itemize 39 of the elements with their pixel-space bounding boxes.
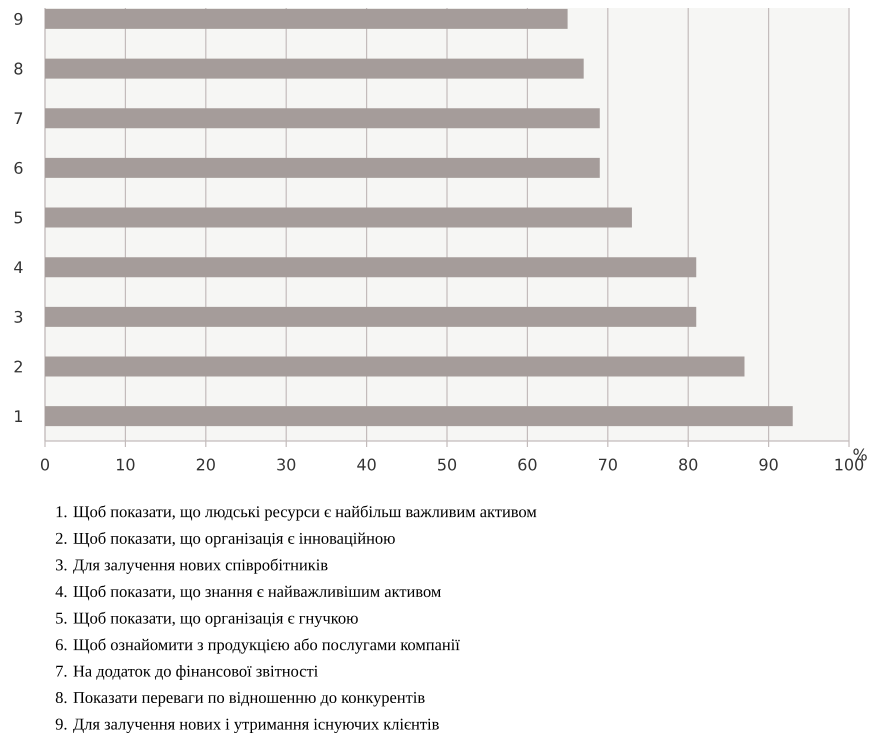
bar: [45, 108, 600, 128]
x-axis-title: %: [853, 448, 867, 461]
x-tick-label: 70: [598, 458, 617, 471]
y-tick-label: 3: [14, 310, 22, 323]
x-tick-label: 10: [117, 458, 134, 471]
x-tick-label: 90: [759, 458, 778, 471]
text: 4. Щоб показати, що знання є найважливішим активом: [56, 585, 441, 600]
y-tick-label: 4: [14, 261, 23, 274]
x-tick-label: 60: [518, 458, 536, 471]
y-tick-label: 9: [14, 12, 22, 25]
text: 6. Щоб ознайомити з продукцією або послугами компанії: [56, 638, 460, 654]
y-tick-label: 1: [15, 410, 22, 422]
bar: [45, 306, 696, 327]
text: 3. Для залучення нових співробітників: [56, 558, 328, 574]
bar: [45, 58, 584, 79]
text: 2. Щоб показати, що організація є інноваційною: [56, 532, 395, 548]
text: 5. Щоб показати, що організація є гнучкою: [56, 612, 358, 628]
x-tick-label: 80: [679, 458, 698, 471]
x-tick-label: 100: [836, 458, 864, 471]
x-tick-label: 20: [196, 458, 215, 471]
bar: [45, 257, 696, 278]
bar: [45, 208, 632, 228]
y-tick-label: 5: [14, 212, 22, 224]
x-tick-label: 30: [277, 458, 296, 471]
x-tick-label: 40: [357, 458, 376, 471]
text: 1. Щоб показати, що людські ресурси є найбільш важливим активом: [56, 505, 536, 521]
bar: [45, 8, 568, 29]
text: 8. Показати переваги по відношенню до конкурентів: [56, 692, 425, 706]
y-tick-label: 2: [14, 360, 22, 372]
x-tick-label: 50: [438, 458, 456, 471]
bar: [45, 406, 793, 426]
bar: [45, 158, 600, 178]
y-tick-label: 7: [14, 112, 22, 124]
y-tick-label: 6: [14, 162, 22, 174]
bar: [45, 356, 744, 377]
x-tick-label: 0: [40, 458, 50, 471]
text: 7. На додаток до фінансової звітності: [56, 665, 318, 680]
text: 9. Для залучення нових і утримання існуючих клієнтів: [56, 718, 439, 734]
y-tick-label: 8: [14, 62, 22, 75]
